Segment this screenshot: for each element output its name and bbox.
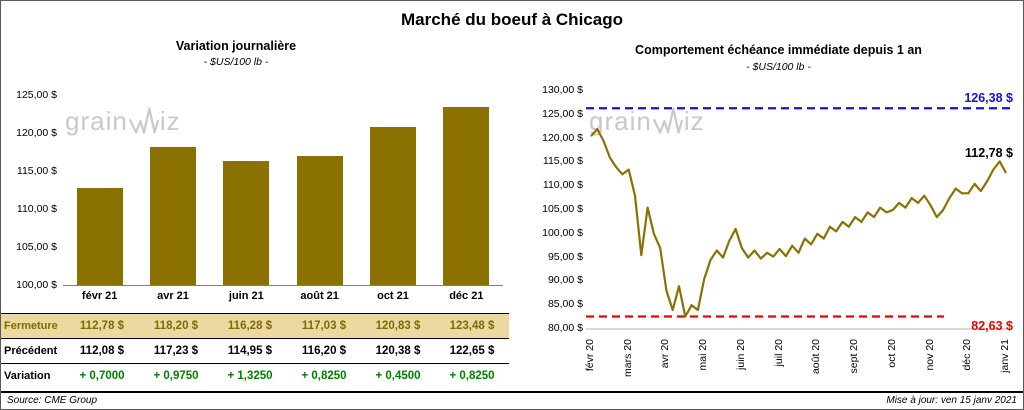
bar-chart-subtitle: - $US/100 lb - xyxy=(203,56,269,68)
line-chart-ytick: 125,00 $ xyxy=(542,107,583,120)
fermeture-value: 116,28 $ xyxy=(227,320,273,332)
fermeture-value: 117,03 $ xyxy=(301,320,347,332)
source-text: Source: CME Group xyxy=(7,395,98,406)
watermark-text-suffix: iz xyxy=(159,106,181,136)
precedent-value: 116,20 $ xyxy=(301,345,347,357)
last-value-label: 112,78 $ xyxy=(965,146,1013,160)
bar-févr-21 xyxy=(76,187,123,285)
bar-déc-21 xyxy=(443,106,490,285)
variation-value: + 0,4500 xyxy=(375,370,421,382)
high-value-label: 126,38 $ xyxy=(964,91,1013,105)
updated-text: Mise à jour: ven 15 janv 2021 xyxy=(886,395,1017,406)
bar-chart-xtick: juin 21 xyxy=(228,290,264,302)
line-chart-ytick: 130,00 $ xyxy=(542,84,583,96)
pulse-w-icon xyxy=(652,107,684,134)
line-chart-ytick: 105,00 $ xyxy=(542,203,583,215)
line-chart-xtick: juil 20 xyxy=(772,339,785,367)
bar-chart-ytick: 120,00 $ xyxy=(16,127,57,139)
row-label-precedent: Précédent xyxy=(4,345,58,357)
variation-value: + 0,8250 xyxy=(449,370,495,382)
bar-chart-xtick: févr 21 xyxy=(81,290,118,302)
line-chart-ytick: 100,00 $ xyxy=(542,226,583,239)
line-chart-xtick: mai 20 xyxy=(697,339,710,371)
grainwiz-watermark: grain iz xyxy=(65,105,181,137)
bar-oct-21 xyxy=(370,126,416,285)
line-chart-xtick: avr 20 xyxy=(659,339,672,369)
line-chart-ytick: 80,00 $ xyxy=(547,322,583,334)
precedent-value: 117,23 $ xyxy=(153,345,199,357)
bar-juin-21 xyxy=(223,161,270,285)
line-chart-ytick: 115,00 $ xyxy=(542,155,583,168)
fermeture-value: 123,48 $ xyxy=(449,320,495,332)
fermeture-value: 112,78 $ xyxy=(79,320,125,332)
price-table: Fermeture 112,78 $ 118,20 $ 116,28 $ 117,03 … xyxy=(1,313,509,388)
precedent-value: 122,65 $ xyxy=(449,345,495,357)
line-chart-ytick: 90,00 $ xyxy=(547,274,583,287)
bar-chart-ytick: 125,00 $ xyxy=(16,89,57,101)
fermeture-value: 118,20 $ xyxy=(153,320,199,332)
line-chart-xtick: août 20 xyxy=(810,339,823,375)
precedent-value: 120,38 $ xyxy=(375,345,421,357)
line-chart-title: Comportement échéance immédiate depuis 1… xyxy=(635,43,922,57)
line-chart-ytick: 95,00 $ xyxy=(547,250,583,263)
variation-value: + 0,9750 xyxy=(153,370,199,382)
variation-value: + 1,3250 xyxy=(227,370,273,382)
low-value-label: 82,63 $ xyxy=(971,319,1013,333)
line-chart-ytick: 120,00 $ xyxy=(542,131,583,144)
variation-value: + 0,8250 xyxy=(301,370,347,382)
line-chart-ytick: 110,00 $ xyxy=(542,179,583,192)
line-chart-xtick: janv 21 xyxy=(999,339,1011,373)
bar-chart-plot xyxy=(63,96,503,286)
line-chart-xtick: févr 20 xyxy=(584,339,596,372)
pulse-w-icon xyxy=(128,107,160,134)
precedent-value: 114,95 $ xyxy=(227,345,273,357)
bar-chart-x-axis: févr 21 avr 21 juin 21 août 21 oct 21 déc 21 xyxy=(63,290,503,306)
table-row-fermeture: Fermeture 112,78 $ 118,20 $ 116,28 $ 117,03 … xyxy=(1,313,509,338)
line-chart-xtick: nov 20 xyxy=(923,339,936,371)
line-chart-xtick: juin 20 xyxy=(734,339,747,370)
fermeture-value: 120,83 $ xyxy=(375,320,421,332)
precedent-value: 112,08 $ xyxy=(79,345,125,357)
page-title: Marché du boeuf à Chicago xyxy=(401,10,623,29)
bar-chart-xtick: avr 21 xyxy=(157,290,189,302)
watermark-text-suffix: iz xyxy=(683,106,705,136)
watermark-text-prefix: grain xyxy=(65,106,128,136)
line-chart-xtick: déc 20 xyxy=(961,339,974,371)
bar-chart-title: Variation journalière xyxy=(175,39,297,53)
line-chart-xtick: sept 20 xyxy=(848,339,861,374)
variation-value: + 0,7000 xyxy=(79,370,125,382)
table-row-variation: Variation + 0,7000 + 0,9750 + 1,3250 + 0,825… xyxy=(1,363,509,388)
bar-chart-ytick: 110,00 $ xyxy=(16,203,57,215)
bar-chart-ytick: 100,00 $ xyxy=(16,279,57,291)
bar-chart-ytick: 115,00 $ xyxy=(16,165,57,177)
row-label-variation: Variation xyxy=(4,370,51,382)
bar-chart-xtick: oct 21 xyxy=(377,290,409,302)
bar-chart-xtick: déc 21 xyxy=(449,290,484,302)
line-chart-xtick: oct 20 xyxy=(885,339,898,368)
line-chart-xtick: mars 20 xyxy=(621,339,634,377)
price-line xyxy=(590,127,1007,318)
line-chart-ytick: 85,00 $ xyxy=(547,298,583,311)
table-row-precedent: Précédent 112,08 $ 117,23 $ 114,95 $ 116,20 … xyxy=(1,338,509,363)
row-label-fermeture: Fermeture xyxy=(4,320,58,332)
line-chart-subtitle: - $US/100 lb - xyxy=(746,61,811,73)
footer-divider xyxy=(1,391,1023,393)
bar-chart-xtick: août 21 xyxy=(300,290,339,302)
bar-chart-ytick: 105,00 $ xyxy=(16,241,57,253)
bar-août-21 xyxy=(296,155,343,285)
line-chart-plot xyxy=(586,107,1011,330)
bar-avr-21 xyxy=(150,146,196,285)
